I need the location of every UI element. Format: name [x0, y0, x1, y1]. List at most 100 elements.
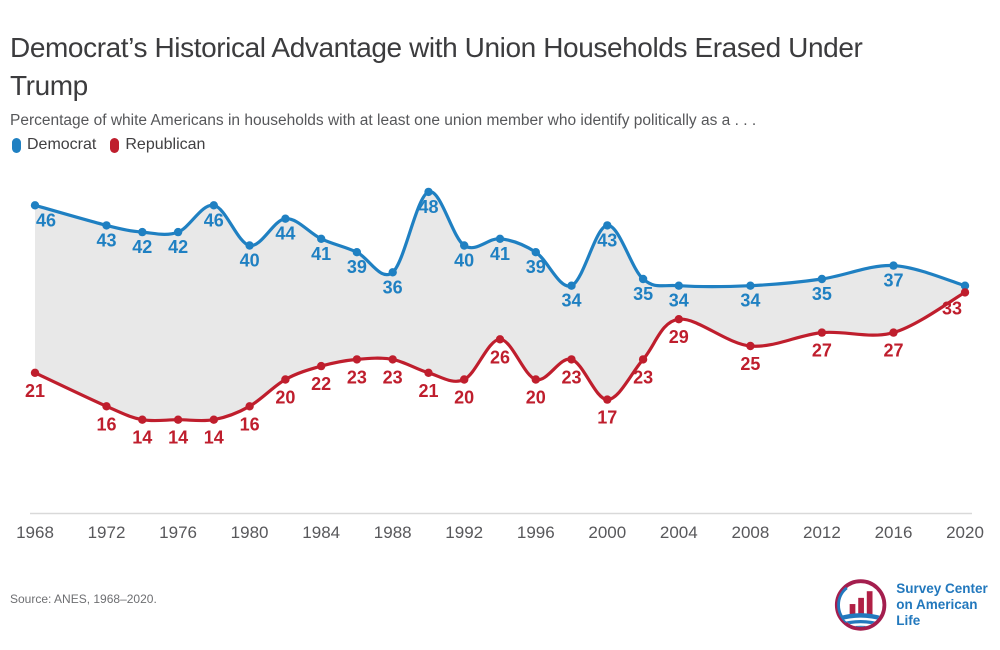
democrat-point [567, 281, 576, 290]
democrat-point [889, 261, 898, 270]
logo-blue-arc [837, 586, 848, 624]
democrat-value-label: 35 [812, 284, 832, 304]
x-tick-label: 1996 [517, 523, 555, 542]
source-note: Source: ANES, 1968–2020. [10, 592, 157, 606]
republican-point [424, 368, 433, 377]
democrat-point [531, 248, 540, 257]
legend-label-republican: Republican [125, 136, 206, 153]
democrat-value-label: 48 [418, 197, 438, 217]
x-tick-label: 2004 [660, 523, 698, 542]
democrat-value-label: 41 [490, 244, 510, 264]
republican-value-label: 23 [383, 367, 403, 387]
democrat-point [817, 274, 827, 284]
republican-point [531, 375, 540, 384]
democrat-point [960, 281, 970, 290]
democrat-point [460, 241, 469, 250]
x-tick-label: 2012 [803, 523, 841, 542]
legend: Democrat Republican [12, 136, 205, 154]
scal-logo: Survey Center on American Life [833, 576, 1000, 634]
page-title: Democrat’s Historical Advantage with Uni… [10, 31, 863, 101]
republican-point [388, 355, 397, 364]
legend-item-republican: Republican [110, 136, 205, 154]
scal-logo-line2: on American Life [896, 597, 978, 628]
republican-value-label: 22 [311, 374, 331, 394]
democrat-point [317, 234, 326, 243]
republican-value-label: 27 [883, 341, 903, 361]
x-tick-label: 2020 [946, 523, 984, 542]
republican-swatch-icon [110, 137, 120, 153]
republican-value-label: 26 [490, 347, 510, 367]
republican-point [674, 315, 683, 324]
republican-value-label: 20 [526, 388, 546, 408]
democrat-value-label: 46 [36, 210, 56, 230]
democrat-value-label: 36 [383, 277, 403, 297]
republican-value-label: 21 [25, 381, 45, 401]
x-tick-label: 2000 [588, 523, 626, 542]
republican-value-label: 23 [561, 367, 581, 387]
republican-value-label: 23 [633, 367, 653, 387]
democrat-point [352, 248, 362, 257]
x-tick-label: 1980 [231, 523, 269, 542]
democrat-value-label: 43 [597, 230, 617, 250]
democrat-point [209, 201, 218, 210]
republican-point [567, 355, 576, 364]
republican-value-label: 27 [812, 341, 832, 361]
democrat-line [33, 190, 967, 289]
republican-line [33, 290, 967, 423]
democrat-value-label: 39 [347, 257, 367, 277]
democrat-point [173, 227, 183, 237]
legend-item-democrat: Democrat [12, 136, 96, 154]
x-tick-label: 1972 [88, 523, 126, 542]
republican-value-label: 16 [96, 414, 116, 434]
democrat-value-label: 35 [633, 284, 653, 304]
legend-label-democrat: Democrat [27, 136, 97, 153]
democrat-value-label: 39 [526, 257, 546, 277]
democrat-value-label: 34 [669, 291, 689, 311]
republican-value-label: 14 [204, 428, 224, 448]
republican-value-label: 20 [275, 388, 295, 408]
republican-point [495, 335, 505, 344]
democrat-point [245, 241, 254, 250]
republican-point [889, 328, 898, 337]
scal-logo-text: Survey Center on American Life [896, 581, 1000, 629]
republican-value-label: 33 [942, 298, 962, 318]
logo-bars [849, 591, 873, 616]
republican-point [603, 395, 612, 404]
republican-point [102, 402, 111, 411]
republican-point [281, 375, 290, 384]
democrat-value-label: 40 [240, 251, 260, 271]
democrat-point [30, 201, 40, 210]
democrat-point [102, 221, 111, 230]
republican-point [30, 368, 40, 377]
democrat-value-label: 34 [740, 291, 760, 311]
chart-subtitle: Percentage of white Americans in househo… [10, 111, 757, 129]
republican-value-label: 16 [240, 414, 260, 434]
x-tick-label: 1992 [445, 523, 483, 542]
democrat-value-label: 44 [275, 224, 295, 244]
republican-point [817, 328, 827, 337]
republican-value-label: 17 [597, 408, 617, 428]
scal-logo-line1: Survey Center [896, 581, 988, 596]
x-tick-label: 1976 [159, 523, 197, 542]
democrat-value-label: 43 [96, 230, 116, 250]
republican-value-label: 21 [418, 381, 438, 401]
republican-point [638, 355, 648, 364]
republican-value-label: 23 [347, 367, 367, 387]
democrat-swatch-icon [12, 137, 21, 153]
republican-value-label: 20 [454, 388, 474, 408]
republican-point [746, 341, 755, 351]
republican-value-label: 29 [669, 327, 689, 347]
democrat-point [138, 227, 147, 237]
democrat-value-label: 37 [883, 271, 903, 291]
republican-point [317, 361, 326, 371]
democrat-value-label: 34 [561, 291, 581, 311]
republican-point [245, 402, 254, 411]
republican-point [209, 415, 218, 424]
democrat-point [495, 234, 505, 243]
democrat-value-label: 40 [454, 251, 474, 271]
republican-value-label: 25 [740, 354, 760, 374]
democrat-value-label: 41 [311, 244, 331, 264]
scal-logo-icon [834, 579, 887, 631]
